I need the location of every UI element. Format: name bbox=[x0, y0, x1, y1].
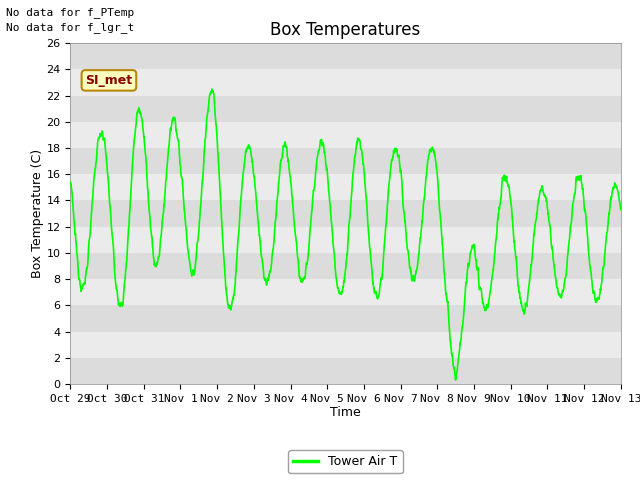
Bar bbox=[70, 358, 621, 384]
Bar bbox=[70, 305, 621, 332]
Bar bbox=[70, 70, 621, 96]
X-axis label: Time: Time bbox=[330, 407, 361, 420]
Bar bbox=[70, 227, 621, 253]
Bar bbox=[70, 96, 621, 122]
Bar bbox=[70, 201, 621, 227]
Y-axis label: Box Temperature (C): Box Temperature (C) bbox=[31, 149, 44, 278]
Legend: Tower Air T: Tower Air T bbox=[289, 450, 403, 473]
Text: No data for f_lgr_t: No data for f_lgr_t bbox=[6, 22, 134, 33]
Bar bbox=[70, 253, 621, 279]
Bar bbox=[70, 148, 621, 174]
Bar bbox=[70, 332, 621, 358]
Bar bbox=[70, 174, 621, 201]
Bar bbox=[70, 43, 621, 70]
Title: Box Temperatures: Box Temperatures bbox=[271, 21, 420, 39]
Bar bbox=[70, 122, 621, 148]
Text: No data for f_PTemp: No data for f_PTemp bbox=[6, 7, 134, 18]
Bar bbox=[70, 279, 621, 305]
Text: SI_met: SI_met bbox=[85, 74, 132, 87]
